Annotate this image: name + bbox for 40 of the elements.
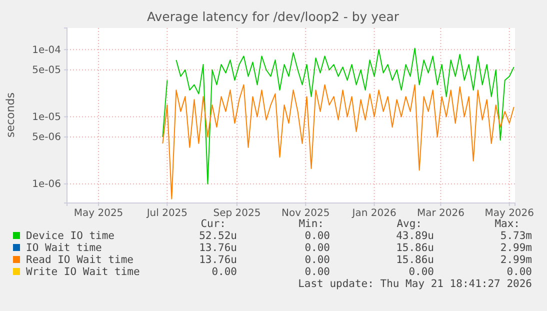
- text: 52.52u: [199, 230, 237, 242]
- text: 43.89u: [396, 230, 434, 242]
- text: Last update: Thu May 21 18:41:27 2026: [298, 278, 532, 290]
- text: Min:: [298, 218, 324, 230]
- y-tick-label: 1e-05: [32, 112, 61, 123]
- y-tick-label: 5e-06: [32, 132, 61, 144]
- legend-label: Read IO Wait time: [26, 254, 134, 266]
- text: 2.99m: [500, 254, 532, 266]
- text: 0.00: [506, 266, 532, 278]
- text: 0.00: [304, 242, 330, 254]
- text: 5.73m: [500, 230, 532, 242]
- text: 13.76u: [199, 254, 237, 266]
- text: 0.00: [304, 230, 330, 242]
- y-axis-title: seconds: [4, 92, 17, 138]
- text: Max:: [494, 218, 520, 230]
- legend-label: IO Wait time: [26, 242, 102, 254]
- legend-label: Write IO Wait time: [26, 266, 140, 278]
- y-tick-label: 1e-06: [32, 179, 61, 190]
- x-tick-label: May 2026: [484, 208, 534, 220]
- y-tick-label: 1e-04: [32, 44, 61, 56]
- text: 15.86u: [396, 242, 434, 254]
- x-tick-label: Mar 2026: [416, 208, 464, 220]
- legend-label: Device IO time: [26, 230, 115, 242]
- x-tick-label: Sep 2025: [213, 208, 261, 220]
- text: 13.76u: [199, 242, 237, 254]
- text: 0.00: [304, 254, 330, 266]
- x-tick-label: Jan 2026: [351, 208, 396, 220]
- y-tick-label: 5e-05: [32, 65, 61, 76]
- text: Cur:: [200, 218, 226, 230]
- chart-title: Average latency for /dev/loop2 - by year: [146, 9, 400, 24]
- text: 15.86u: [396, 254, 434, 266]
- text: 2.99m: [500, 242, 532, 254]
- x-tick-label: Jul 2025: [146, 208, 188, 220]
- x-tick-label: Nov 2025: [282, 208, 330, 220]
- text: 0.00: [408, 266, 434, 278]
- text: 0.00: [304, 266, 330, 278]
- line-series: [162, 84, 514, 200]
- text: Avg:: [396, 218, 422, 230]
- x-tick-label: May 2025: [74, 208, 124, 220]
- text: 0.00: [212, 266, 237, 278]
